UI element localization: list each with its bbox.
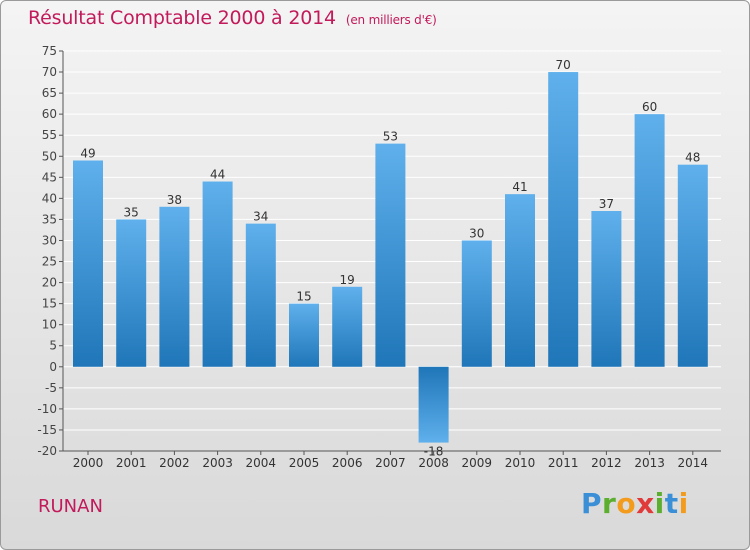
x-tick-label: 2005: [289, 456, 320, 470]
y-tick-label: 45: [42, 170, 57, 184]
x-tick-label: 2012: [591, 456, 622, 470]
data-label-2014: 48: [685, 151, 700, 165]
y-tick-label: 55: [42, 128, 57, 142]
data-label-2006: 19: [340, 273, 355, 287]
bar-2011[interactable]: [548, 72, 579, 367]
y-tick-label: -20: [37, 444, 57, 458]
y-tick-label: 70: [42, 65, 57, 79]
y-tick-label: 20: [42, 276, 57, 290]
data-label-2011: 70: [556, 58, 571, 72]
bar-2000[interactable]: [73, 160, 103, 367]
bar-2010[interactable]: [505, 194, 535, 367]
logo-letter: P: [581, 487, 603, 520]
logo-letter: i: [678, 487, 689, 520]
y-tick-label: 15: [42, 297, 57, 311]
y-tick-label: -10: [37, 402, 57, 416]
data-label-2002: 38: [167, 193, 182, 207]
data-label-2003: 44: [210, 168, 225, 182]
logo-letter: x: [636, 487, 655, 520]
data-label-2009: 30: [469, 226, 484, 240]
y-tick-label: 40: [42, 191, 57, 205]
logo-letter: r: [602, 487, 617, 520]
x-tick-label: 2004: [246, 456, 277, 470]
x-tick-label: 2007: [375, 456, 406, 470]
bar-2006[interactable]: [332, 286, 363, 367]
y-tick-label: -15: [37, 423, 57, 437]
bar-2004[interactable]: [245, 223, 276, 367]
data-label-2000: 49: [80, 146, 95, 160]
bar-2014[interactable]: [677, 164, 708, 367]
y-tick-label: 35: [42, 212, 57, 226]
x-tick-label: 2000: [73, 456, 104, 470]
y-tick-label: 0: [49, 360, 57, 374]
y-tick-label: 60: [42, 107, 57, 121]
logo-letter: t: [664, 487, 679, 520]
logo-letter: o: [616, 487, 637, 520]
data-label-2001: 35: [124, 205, 139, 219]
data-label-2004: 34: [253, 210, 268, 224]
x-tick-label: 2011: [548, 456, 579, 470]
x-tick-label: 2003: [202, 456, 233, 470]
y-tick-label: -5: [45, 381, 57, 395]
data-label-2012: 37: [599, 197, 614, 211]
chart-title: Résultat Comptable 2000 à 2014 (en millie…: [28, 7, 437, 29]
y-axis: -20 -15 -10 -5 0 5 10 15 20 25 30 35 40 45 50 55 60 65 70 7…: [37, 44, 721, 458]
x-tick-label: 2008: [418, 456, 449, 470]
y-tick-label: 25: [42, 255, 57, 269]
x-tick-label: 2001: [116, 456, 147, 470]
chart-subtitle: (en milliers d'€): [345, 13, 437, 27]
commune-name: RUNAN: [38, 496, 103, 517]
y-tick-label: 75: [42, 44, 57, 58]
bar-2008[interactable]: [418, 366, 449, 443]
bar-2001[interactable]: [116, 219, 147, 367]
data-label-2010: 41: [512, 180, 527, 194]
x-tick-label: 2013: [634, 456, 665, 470]
data-label-2007: 53: [383, 130, 398, 144]
x-tick-label: 2014: [678, 456, 709, 470]
x-tick-label: 2010: [505, 456, 536, 470]
data-label-2005: 15: [296, 290, 311, 304]
y-tick-label: 50: [42, 149, 57, 163]
y-tick-label: 10: [42, 318, 57, 332]
bar-2003[interactable]: [202, 181, 233, 367]
bar-2005[interactable]: [289, 303, 319, 367]
logo-letter: i: [654, 487, 665, 520]
proxiti-logo[interactable]: Proxiti: [581, 487, 689, 523]
x-tick-label: 2006: [332, 456, 363, 470]
x-tick-label: 2009: [462, 456, 493, 470]
y-tick-label: 65: [42, 86, 57, 100]
y-tick-label: 30: [42, 233, 57, 247]
data-label-2013: 60: [642, 100, 657, 114]
x-axis: 2000 2001 2002 2003 2004 2005 2006 2007 2008 2009…: [73, 451, 708, 470]
bar-2009[interactable]: [461, 240, 492, 367]
x-tick-label: 2002: [159, 456, 190, 470]
y-tick-label: 5: [49, 339, 57, 353]
bar-2013[interactable]: [634, 114, 665, 367]
chart-title-text: Résultat Comptable 2000 à 2014: [28, 7, 336, 29]
bar-2007[interactable]: [375, 143, 406, 367]
bar-2002[interactable]: [159, 206, 190, 367]
bar-2012[interactable]: [591, 211, 622, 367]
